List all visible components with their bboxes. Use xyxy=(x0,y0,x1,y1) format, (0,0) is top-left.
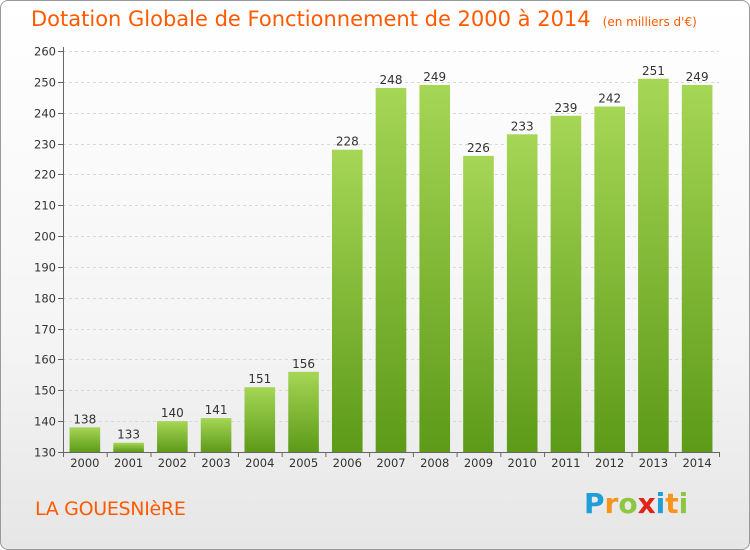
data-label: 233 xyxy=(511,119,534,133)
bar xyxy=(331,149,363,452)
bar-layer xyxy=(69,78,713,453)
logo-letter: x xyxy=(637,487,656,520)
bar xyxy=(375,88,407,452)
y-tick-label: 170 xyxy=(34,323,56,337)
bar xyxy=(594,106,625,453)
x-tick-label: 2001 xyxy=(114,456,143,470)
data-label: 249 xyxy=(686,70,709,84)
x-tick-label: 2007 xyxy=(376,456,405,470)
data-label: 249 xyxy=(423,70,446,84)
bar xyxy=(506,134,538,453)
y-tick-label: 180 xyxy=(34,292,56,306)
x-tick-label: 2005 xyxy=(289,456,318,470)
y-tick-label: 210 xyxy=(34,199,56,213)
data-label: 226 xyxy=(467,141,490,155)
x-tick-label: 2008 xyxy=(420,456,449,470)
y-tick-label: 190 xyxy=(34,261,56,275)
logo-letter: i xyxy=(678,487,689,520)
bar xyxy=(288,371,319,452)
x-tick-label: 2006 xyxy=(333,456,362,470)
logo-letter: i xyxy=(655,487,666,520)
data-label: 242 xyxy=(598,92,621,106)
x-tick-label: 2010 xyxy=(508,456,537,470)
commune-name: LA GOUESNIèRE xyxy=(35,498,186,520)
data-label: 251 xyxy=(642,64,665,78)
bar xyxy=(419,84,451,452)
bar xyxy=(638,78,669,452)
logo-letter: o xyxy=(618,487,638,520)
x-tick-label: 2000 xyxy=(70,456,99,470)
data-label: 151 xyxy=(248,372,271,386)
y-tick-label: 250 xyxy=(34,76,56,90)
unit-label: (en milliers d'€) xyxy=(602,15,697,29)
data-label: 140 xyxy=(161,406,184,420)
data-label: 156 xyxy=(292,357,315,371)
title-text: Dotation Globale de Fonctionnement de 20… xyxy=(31,7,591,31)
logo-letter: r xyxy=(604,487,619,520)
y-tick-label: 150 xyxy=(34,384,56,398)
y-tick-label: 240 xyxy=(34,107,56,121)
data-label: 133 xyxy=(117,428,140,442)
x-tick-label: 2011 xyxy=(551,456,580,470)
bar xyxy=(244,387,276,452)
bar xyxy=(200,418,232,452)
data-label: 141 xyxy=(205,403,228,417)
data-label: 248 xyxy=(380,73,403,87)
x-tick-label: 2003 xyxy=(201,456,230,470)
y-tick-label: 130 xyxy=(34,446,56,460)
y-tick-label: 200 xyxy=(34,230,56,244)
x-tick-label: 2013 xyxy=(639,456,668,470)
bar xyxy=(681,84,713,452)
x-tick-label: 2004 xyxy=(245,456,274,470)
x-tick-label: 2002 xyxy=(158,456,187,470)
proxiti-logo: Proxiti xyxy=(584,487,688,520)
bar xyxy=(157,421,188,452)
y-tick-label: 140 xyxy=(34,415,56,429)
bar xyxy=(463,155,494,452)
label-layer: 2000 138 2001 133 2002 140 2003 141 2004 151 2005 1… xyxy=(70,64,712,470)
bar xyxy=(113,442,144,452)
x-tick-label: 2014 xyxy=(682,456,711,470)
x-tick-label: 2012 xyxy=(595,456,624,470)
y-tick-label: 230 xyxy=(34,138,56,152)
y-tick-label: 220 xyxy=(34,168,56,182)
data-label: 138 xyxy=(73,412,96,426)
bar xyxy=(69,427,101,452)
bar xyxy=(550,115,582,453)
chart-title: Dotation Globale de Fonctionnement de 20… xyxy=(31,7,697,31)
data-label: 239 xyxy=(554,101,577,115)
logo-letter: P xyxy=(584,487,605,520)
x-tick-label: 2009 xyxy=(464,456,493,470)
data-label: 228 xyxy=(336,135,359,149)
y-tick-label: 260 xyxy=(34,45,56,59)
axis-layer: 130 140 150 160 170 180 190 200 210 220 230 240 250 2… xyxy=(34,45,720,460)
logo-letter: t xyxy=(665,487,679,520)
y-tick-label: 160 xyxy=(34,353,56,367)
